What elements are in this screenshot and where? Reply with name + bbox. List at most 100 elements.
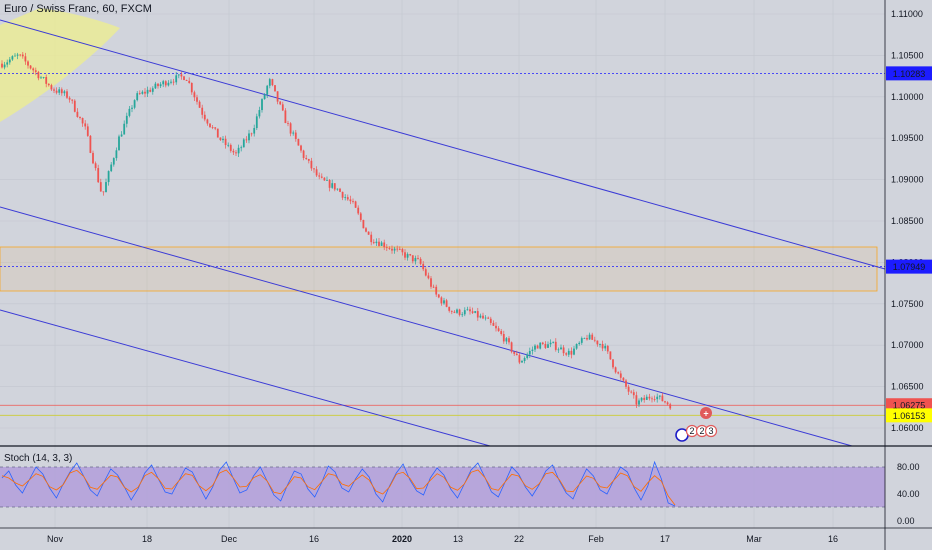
candle-body [669,404,672,409]
candle-body [125,115,128,124]
channel-line-upper[interactable] [0,19,886,270]
candle-body [261,99,263,111]
candle-body [284,110,287,124]
candle-body [131,107,133,109]
candle-body [185,79,188,81]
candle-body [294,132,297,140]
candle-body [541,342,544,344]
candle-body [102,191,105,193]
candle-body [440,297,443,304]
price-axis[interactable]: 1.11000 1.10500 1.10000 1.09500 1.09000 1.085… [891,9,924,433]
candle-body [157,83,159,87]
time-axis[interactable]: Nov 18 Dec 16 2020 13 22 Feb 17 Mar 16 [47,534,838,544]
candle-body [604,345,607,349]
candle-body [66,91,68,98]
candle-body [643,397,646,400]
channel-line-lower[interactable] [0,309,491,447]
candle-body [552,341,555,343]
candle-body [547,344,549,348]
candle-body [266,85,269,95]
candle-body [206,119,209,124]
candle-body [3,64,6,68]
stoch-axis: 80.00 40.00 0.00 [897,462,920,526]
candle-body [242,139,245,148]
candle-body [588,334,591,340]
channel-line-middle[interactable] [0,206,853,447]
candle-body [354,201,357,208]
candle-body [248,133,250,141]
candle-body [110,164,113,172]
candle-body [521,360,523,363]
candle-body [648,396,651,399]
candle-body [661,395,664,402]
candle-body [419,258,422,264]
candle-body [105,182,107,193]
price-tick-label: 1.11000 [891,9,923,19]
candle-body [508,338,510,343]
candle-body [167,82,170,86]
candle-body [287,123,289,124]
candle-body [333,183,336,190]
candle-body [120,134,123,137]
candle-body [320,176,323,178]
candle-body [27,61,29,66]
candle-body [180,74,183,77]
candle-body [635,395,638,405]
level-label-low-text: 1.06153 [893,411,926,421]
candle-body [606,345,609,352]
candle-body [469,309,471,312]
event-count-label: 3 [708,426,713,436]
candle-body [58,89,61,93]
candle-body [183,76,185,80]
candle-body [209,123,211,128]
price-candles [1,52,672,411]
candle-body [448,306,451,311]
candle-body [76,111,79,117]
candle-body [380,242,383,246]
candle-body [326,180,328,181]
candle-body [666,402,669,405]
candle-body [658,395,661,397]
candle-body [627,386,630,392]
horizontal-levels [0,72,885,416]
level-label-mid-box [886,259,932,274]
time-tick-label: Dec [221,534,238,544]
candle-body [53,89,55,91]
candle-body [175,75,178,83]
candle-body [562,347,565,354]
level-label-mid-text: 1.07949 [893,262,926,272]
candle-body [118,136,120,151]
candle-body [146,89,149,94]
candle-body [133,100,136,108]
candle-body [84,123,87,127]
event-badges[interactable]: +2 2 3 [675,407,718,442]
candle-body [458,309,461,315]
candle-body [388,247,391,249]
candle-body [424,269,427,276]
time-tick-label: 17 [660,534,670,544]
level-label-top-text: 1.10283 [893,69,926,79]
candle-body [554,341,557,350]
candle-body [300,145,302,151]
candle-body [526,354,529,359]
candle-body [372,242,375,244]
candle-body [263,94,266,100]
candle-body [40,77,42,79]
candle-body [599,344,601,345]
candle-body [479,315,482,318]
candle-body [313,168,315,170]
candle-body [617,372,620,374]
time-tick-label: 16 [828,534,838,544]
candle-body [89,135,92,153]
candle-body [515,353,518,356]
candle-body [656,396,659,400]
resistance-zone [0,246,878,292]
candle-body [489,318,492,323]
candle-body [432,286,435,288]
stoch-lines [1,460,676,507]
level-label-top-box [886,66,932,81]
candle-body [268,79,271,86]
event-count-label: 2 [689,426,694,436]
candle-body [11,56,14,60]
